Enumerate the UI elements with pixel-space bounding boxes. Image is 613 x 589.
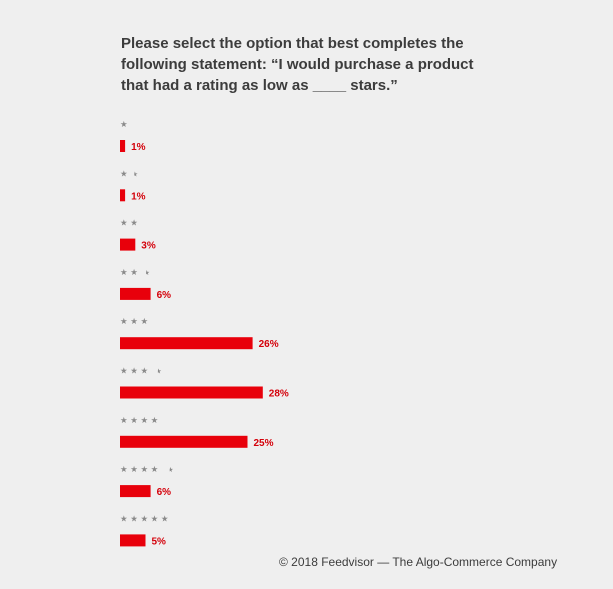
star-rating-1: ★ (120, 120, 130, 130)
star-icons: ★★★★ (120, 465, 161, 475)
bar-5 (120, 337, 253, 350)
star-icons: ★★★ (120, 317, 151, 327)
star-icons: ★★★★ (120, 416, 161, 426)
star-rating-8: ★★★★ ★ (120, 465, 176, 475)
bar-3 (120, 238, 136, 251)
half-star-icon: ★ (132, 170, 141, 178)
star-icons: ★ (120, 169, 130, 179)
star-icons: ★★ (120, 219, 140, 229)
bar-value-label-8: 6% (157, 487, 172, 498)
star-rating-5: ★★★ (120, 317, 151, 327)
half-star-icon: ★ (167, 466, 176, 474)
bar-1 (120, 140, 126, 152)
star-icons: ★★★★★ (120, 514, 171, 524)
bar-value-label-4: 6% (157, 290, 172, 301)
bar-4 (120, 287, 151, 300)
star-icons: ★★★ (120, 367, 151, 377)
bar-value-label-5: 26% (259, 339, 279, 350)
half-star-icon: ★ (144, 269, 153, 277)
bar-value-label-7: 25% (254, 438, 274, 449)
bar-value-label-9: 5% (152, 536, 167, 547)
star-rating-6: ★★★ ★ (120, 367, 164, 377)
half-star-icon: ★ (155, 368, 164, 376)
chart-title: Please select the option that best compl… (121, 35, 474, 94)
bar-7 (120, 435, 248, 448)
star-icons: ★ (120, 120, 130, 130)
star-rating-7: ★★★★ (120, 416, 161, 426)
star-rating-3: ★★ (120, 219, 140, 229)
bar-value-label-6: 28% (269, 389, 289, 400)
star-rating-4: ★★ ★ (120, 268, 153, 278)
star-icons: ★★ (120, 268, 140, 278)
bar-value-label-3: 3% (141, 241, 156, 252)
copyright-footer: © 2018 Feedvisor — The Algo-Commerce Com… (279, 555, 558, 569)
bar-8 (120, 485, 151, 498)
bar-9 (120, 534, 146, 547)
bar-value-label-1: 1% (131, 142, 146, 153)
star-rating-2: ★ ★ (120, 169, 141, 179)
bar-value-label-2: 1% (131, 191, 146, 202)
star-rating-9: ★★★★★ (120, 514, 171, 524)
bar-6 (120, 386, 263, 399)
bar-2 (120, 189, 126, 202)
